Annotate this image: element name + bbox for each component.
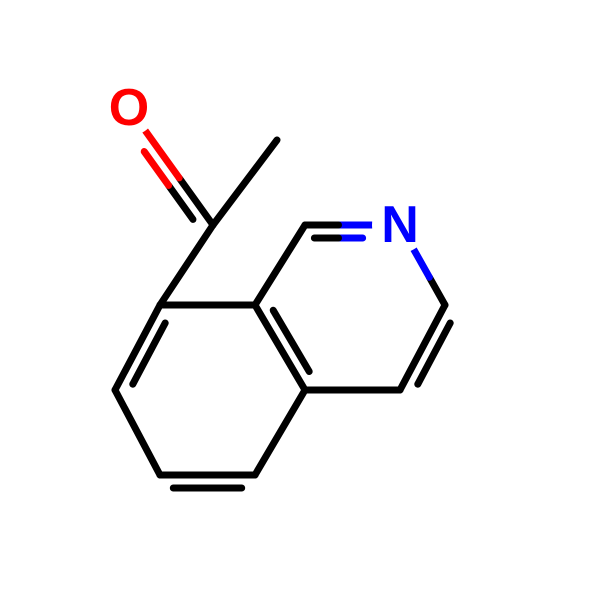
molecule-diagram: NO [0,0,600,600]
oxygen-atom-label: O [109,79,149,137]
nitrogen-atom-label: N [381,196,419,254]
